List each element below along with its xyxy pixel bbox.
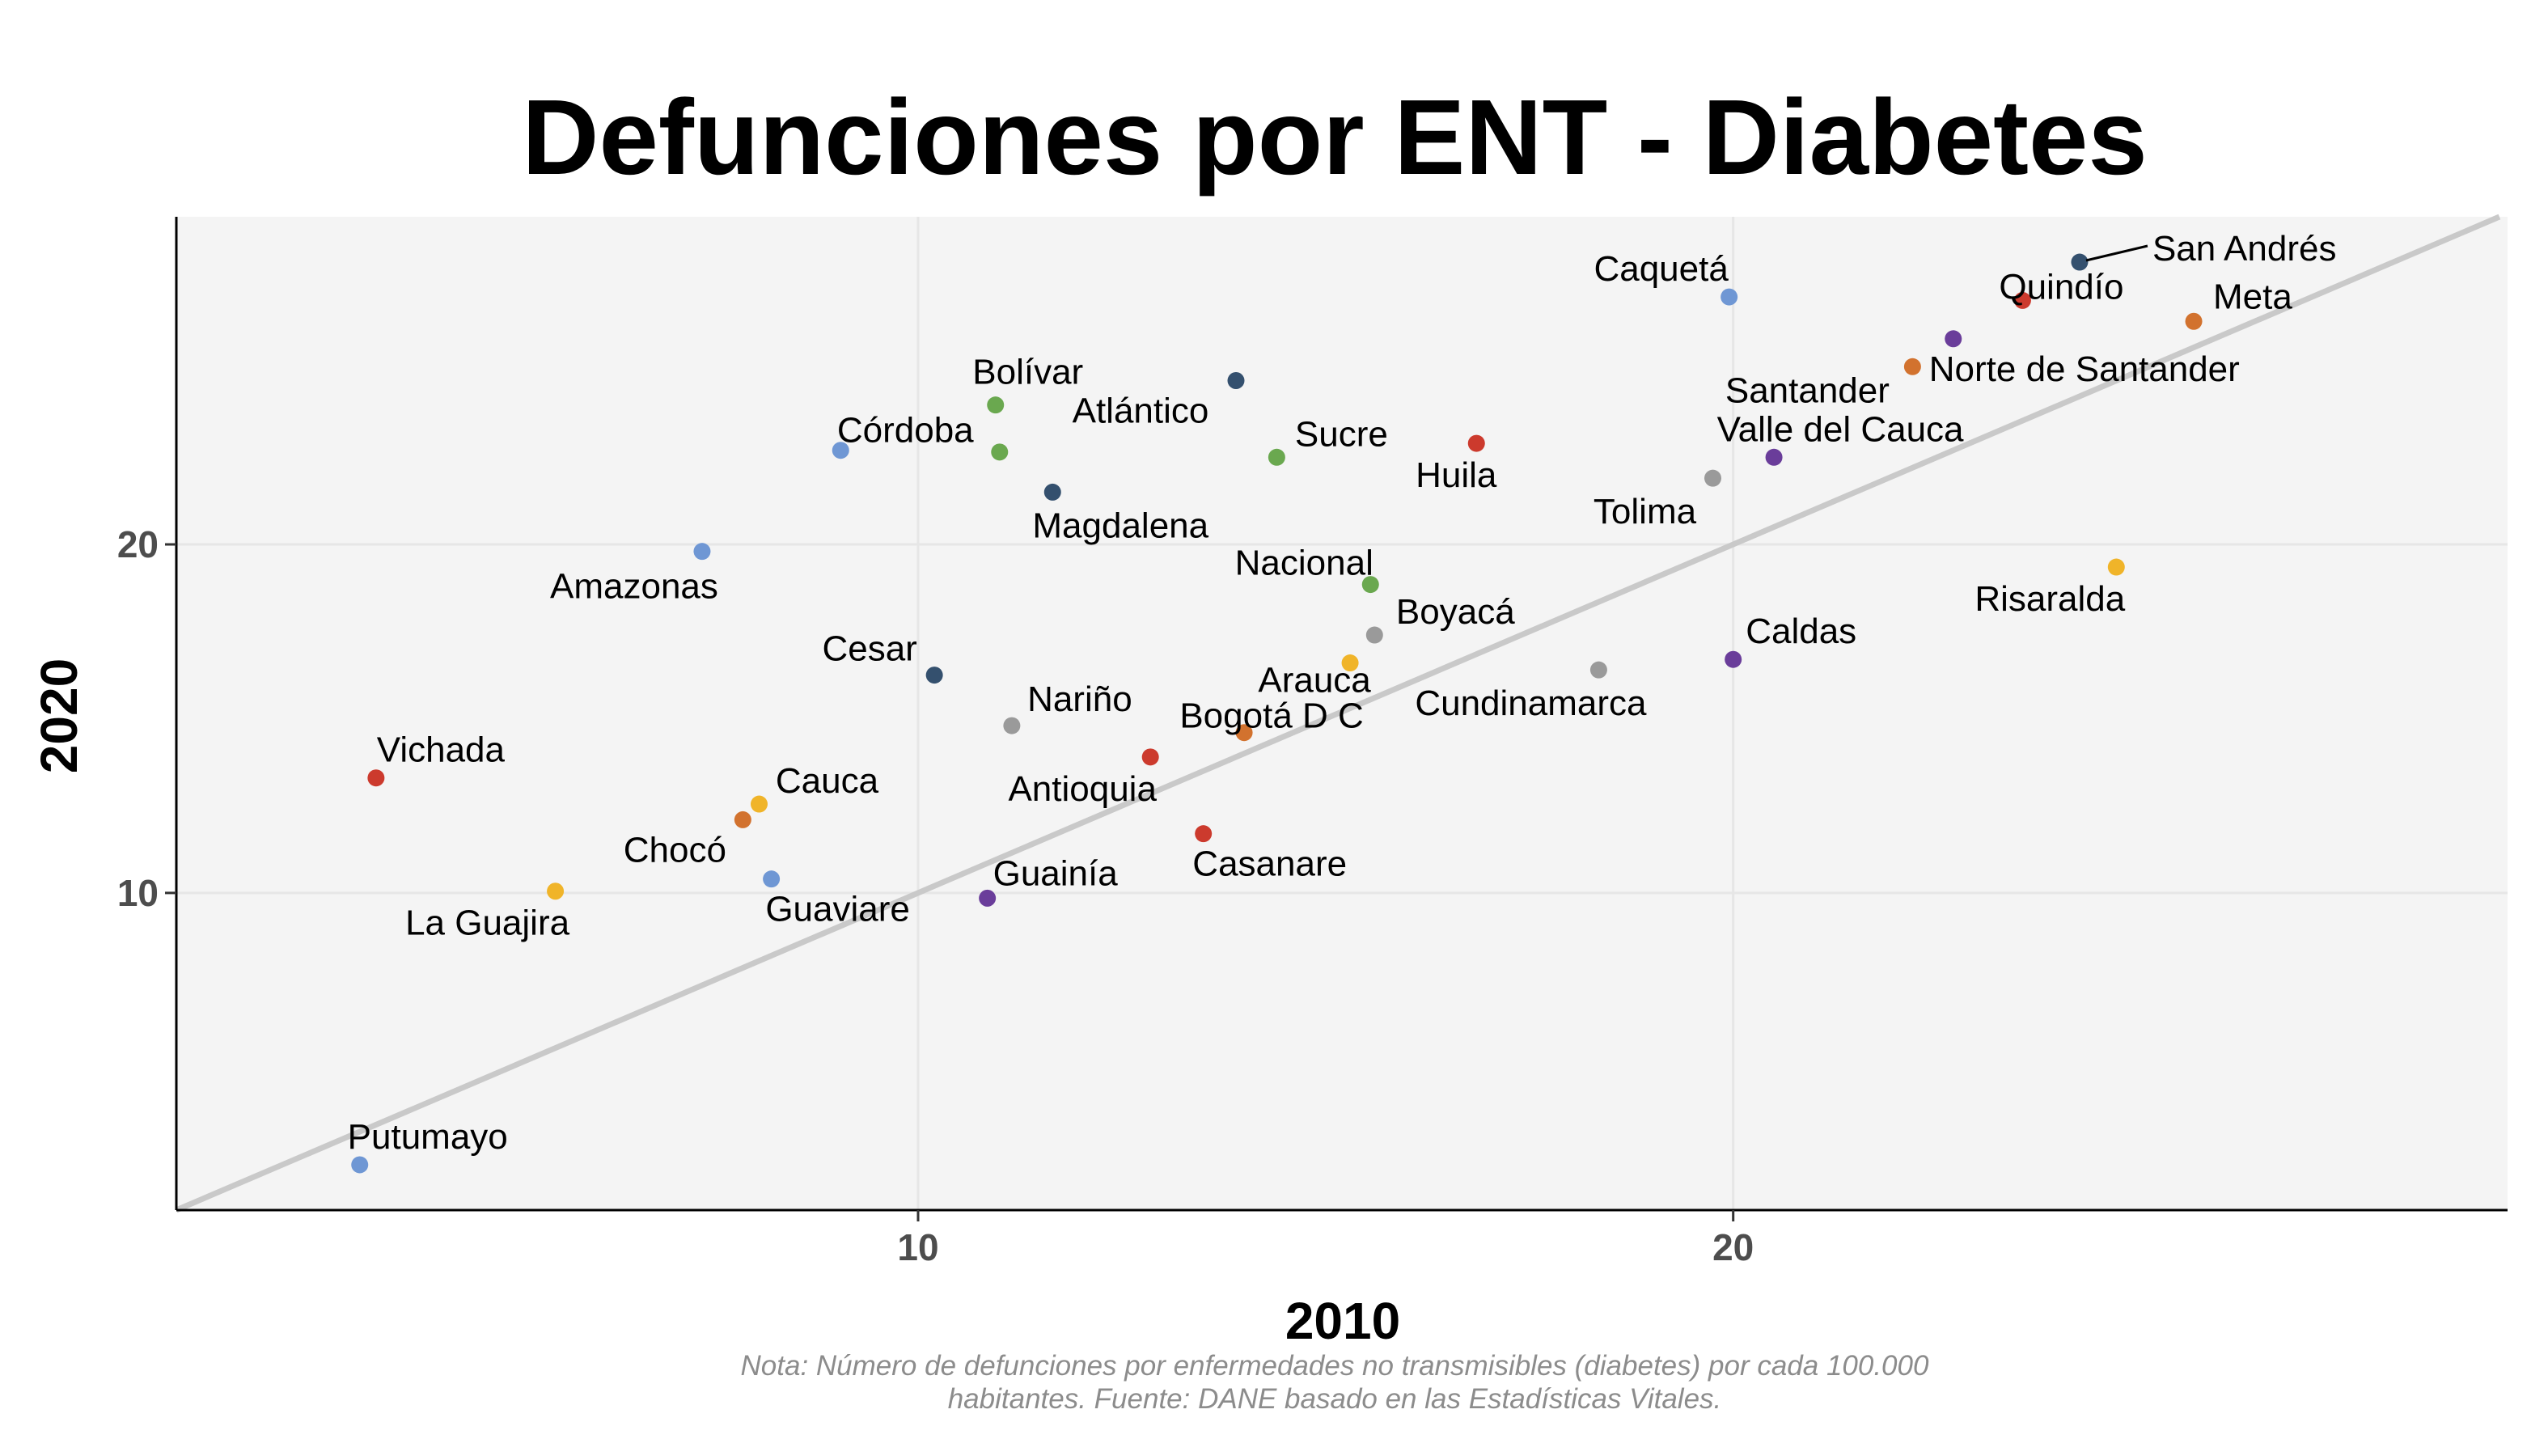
data-point — [1361, 576, 1379, 594]
point-labels: San Andrés Caquetá Quindío Meta Norte de San… — [348, 229, 2337, 1157]
x-tick-label: 20 — [1712, 1226, 1754, 1268]
data-point — [2185, 312, 2203, 330]
point-label: Norte de Santander — [1929, 349, 2240, 389]
point-label: Boyacá — [1396, 592, 1515, 632]
point-label: Cesar — [822, 629, 916, 669]
data-point — [763, 870, 781, 888]
data-point — [925, 667, 943, 684]
data-point — [979, 889, 997, 907]
point-label: Casanare — [1192, 844, 1347, 884]
y-axis-title: 2020 — [30, 658, 88, 773]
data-point — [751, 795, 768, 813]
data-point — [987, 396, 1005, 414]
data-point — [367, 769, 385, 787]
note-line-1: Nota: Número de defunciones por enfermed… — [741, 1350, 1929, 1382]
point-label: Atlántico — [1073, 392, 1209, 431]
data-point — [1268, 448, 1285, 466]
data-point — [1227, 372, 1245, 390]
data-point — [1341, 654, 1359, 672]
data-point — [734, 811, 751, 828]
point-label: Risaralda — [1974, 579, 2125, 619]
y-tick-label: 10 — [117, 872, 159, 914]
point-label: Guainía — [993, 853, 1119, 893]
point-label: Vichada — [377, 730, 506, 770]
y-tick-label: 20 — [117, 523, 159, 565]
point-label: Putumayo — [348, 1117, 508, 1157]
point-label: Sucre — [1295, 414, 1388, 454]
x-axis-title: 2010 — [1285, 1292, 1400, 1350]
reference-line-y-equals-x — [175, 214, 2501, 1213]
point-label: Amazonas — [550, 567, 718, 607]
data-point — [1235, 724, 1253, 742]
data-point — [1043, 483, 1061, 501]
point-label: Santander — [1725, 370, 1890, 410]
data-point — [693, 543, 711, 561]
data-point — [1589, 661, 1607, 679]
data-point — [1003, 717, 1021, 734]
data-point — [991, 443, 1009, 461]
point-label: Guaviare — [765, 890, 910, 929]
data-point — [2071, 253, 2089, 271]
axis-ticks: 10 20 10 20 — [117, 523, 1754, 1268]
data-point — [2013, 291, 2031, 309]
data-point — [1945, 330, 1962, 348]
point-label: Quindío — [1999, 267, 2123, 307]
point-label: Valle del Cauca — [1717, 409, 1964, 449]
x-tick-label: 10 — [897, 1226, 938, 1268]
data-point — [832, 442, 849, 459]
point-label: Magdalena — [1032, 506, 1208, 545]
data-point — [1765, 448, 1783, 466]
data-point — [351, 1156, 369, 1174]
data-point — [1141, 748, 1159, 766]
point-label: La Guajira — [405, 904, 570, 943]
data-point — [1365, 626, 1383, 644]
point-label: Chocó — [624, 830, 726, 870]
data-point — [1721, 288, 1738, 306]
point-label: Córdoba — [837, 411, 974, 451]
point-label: Antioquia — [1008, 769, 1157, 809]
point-label: Arauca — [1258, 661, 1371, 700]
point-label: Huila — [1416, 455, 1497, 495]
data-points — [351, 253, 2203, 1174]
point-label: Bogotá D C — [1179, 696, 1363, 736]
data-point — [1704, 469, 1721, 487]
label-leader-line — [2085, 244, 2148, 262]
data-point — [1903, 358, 1921, 375]
note-line-2: habitantes. Fuente: DANE basado en las E… — [948, 1383, 1722, 1415]
point-label: Nacional — [1235, 544, 1373, 583]
point-label: Cauca — [776, 761, 879, 801]
point-label: Bolívar — [972, 353, 1083, 392]
point-label: San Andrés — [2152, 229, 2337, 269]
data-point — [2107, 558, 2125, 576]
point-label: Cundinamarca — [1415, 684, 1647, 723]
chart-title: Defunciones por ENT - Diabetes — [522, 78, 2148, 197]
data-point — [1725, 650, 1742, 668]
point-label: Meta — [2213, 277, 2292, 316]
data-point — [1195, 825, 1213, 843]
data-point — [547, 882, 565, 900]
point-label: Tolima — [1594, 492, 1697, 531]
point-label: Caquetá — [1594, 249, 1729, 289]
grid-lines — [176, 217, 2508, 1210]
point-label: Nariño — [1027, 679, 1132, 719]
data-point — [1467, 434, 1485, 452]
point-label: Caldas — [1746, 612, 1856, 651]
